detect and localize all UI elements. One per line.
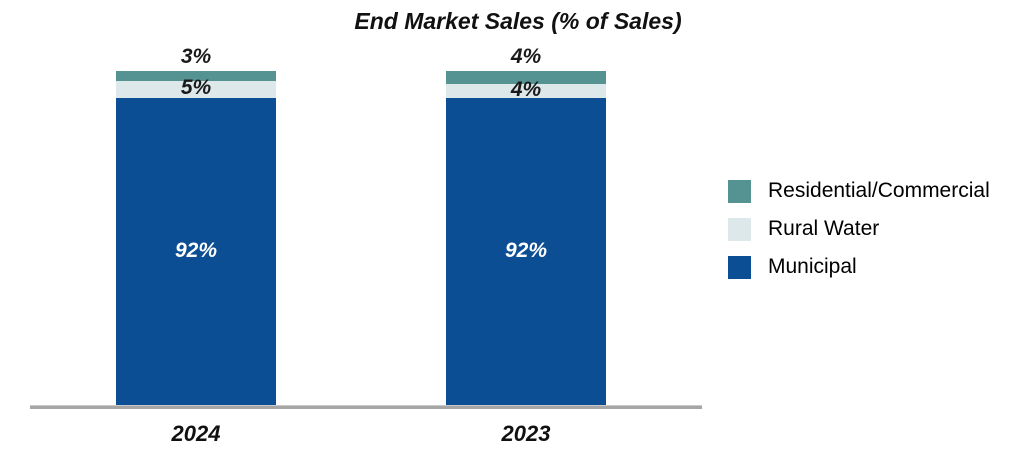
chart-title: End Market Sales (% of Sales) xyxy=(354,8,682,34)
x-tick-2024: 2024 xyxy=(171,421,221,446)
x-tick-2023: 2023 xyxy=(501,421,551,446)
x-axis-line xyxy=(30,405,702,409)
bar-segment-rural-water-2024 xyxy=(116,81,276,98)
legend: Residential/Commercial Rural Water Municip… xyxy=(728,179,990,279)
bar-segment-residential-commercial-2024 xyxy=(116,71,276,82)
value-label-municipal-2023: 92% xyxy=(504,238,548,262)
legend-label-residential-commercial: Residential/Commercial xyxy=(768,179,990,202)
legend-swatch-residential-commercial xyxy=(728,179,751,203)
value-label-residential-commercial-2023: 4% xyxy=(510,45,542,68)
legend-swatch-municipal xyxy=(728,255,751,279)
legend-label-municipal: Municipal xyxy=(768,255,857,278)
bar-segment-residential-commercial-2023 xyxy=(446,71,606,85)
value-label-residential-commercial-2024: 3% xyxy=(180,45,212,68)
legend-swatch-rural-water xyxy=(728,217,751,241)
legend-label-rural-water: Rural Water xyxy=(768,217,880,240)
legend-item-rural-water: Rural Water xyxy=(728,217,990,241)
value-label-rural-water-2024: 5% xyxy=(180,76,212,100)
value-label-municipal-2024: 92% xyxy=(174,238,218,262)
bar-segment-rural-water-2023 xyxy=(446,84,606,98)
value-label-rural-water-2023: 4% xyxy=(510,78,542,102)
bar-segment-municipal-2024 xyxy=(116,97,276,406)
legend-item-municipal: Municipal xyxy=(728,255,990,279)
legend-item-residential-commercial: Residential/Commercial xyxy=(728,179,990,203)
bar-segment-municipal-2023 xyxy=(446,97,606,406)
